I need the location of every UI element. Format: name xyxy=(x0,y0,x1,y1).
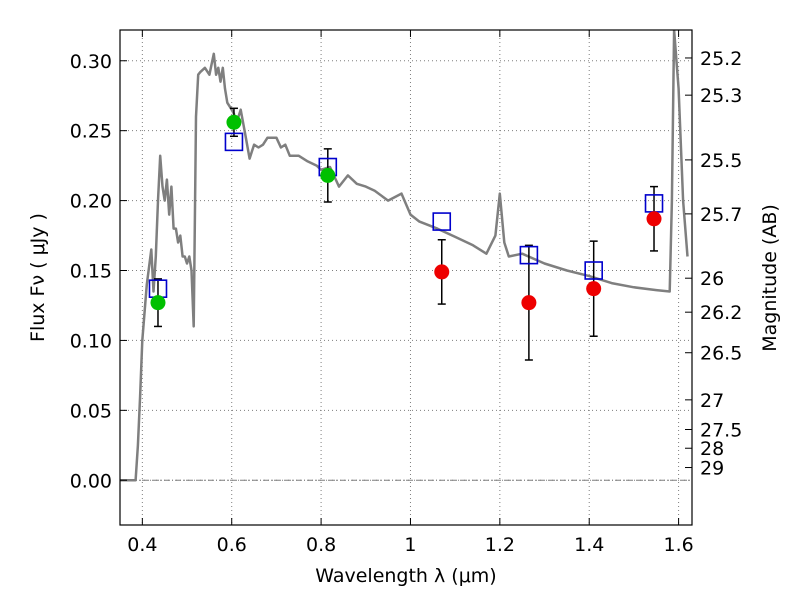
x-axis-label: Wavelength λ (μm) xyxy=(315,565,496,587)
model-flux-square xyxy=(584,261,603,280)
x-tick-label: 0.8 xyxy=(306,534,336,556)
mag-tick-label: 25.3 xyxy=(700,85,742,107)
mag-tick-label: 25.5 xyxy=(700,150,742,172)
axis-ticks: 0.4 0.6 0.8 1 1.2 1.4 1.6 0.00 0.05 0.10 0.15 0.20 0… xyxy=(70,30,742,556)
observed-flux-point xyxy=(150,295,166,311)
observed-flux-point xyxy=(320,167,336,183)
y-tick-label: 0.25 xyxy=(70,121,112,143)
y-tick-label: 0.00 xyxy=(70,470,112,492)
observed-flux-point xyxy=(646,211,662,227)
mag-tick-label: 26.5 xyxy=(700,343,742,365)
model-flux-square xyxy=(432,212,452,231)
y2-axis-label: Magnitude (AB) xyxy=(759,204,781,352)
observed-flux-point xyxy=(521,295,537,311)
sed-model-line xyxy=(120,30,689,482)
x-tick-label: 1.2 xyxy=(485,534,515,556)
y-tick-label: 0.05 xyxy=(70,400,112,422)
y-tick-label: 0.20 xyxy=(70,191,112,213)
mag-tick-label: 26 xyxy=(700,268,724,290)
y-axis-label: Flux Fν ( μJy ) xyxy=(27,213,49,342)
x-tick-label: 0.6 xyxy=(217,534,247,556)
mag-tick-label: 26.2 xyxy=(700,302,742,324)
plot-frame xyxy=(119,29,693,526)
model-flux-square xyxy=(519,245,539,265)
y-tick-label: 0.10 xyxy=(70,330,112,352)
y-tick-label: 0.15 xyxy=(70,261,112,283)
observed-flux-point xyxy=(226,114,242,130)
mag-tick-label: 25.7 xyxy=(700,204,742,226)
x-tick-label: 1 xyxy=(404,534,416,556)
x-tick-label: 1.6 xyxy=(663,534,693,556)
series-layer xyxy=(120,30,689,482)
mag-tick-label: 27.5 xyxy=(700,419,742,441)
model-flux-square xyxy=(224,132,244,152)
mag-tick-label: 28 xyxy=(700,438,724,460)
mag-tick-label: 25.2 xyxy=(700,48,742,70)
grid-lines xyxy=(120,30,692,525)
observed-flux-point xyxy=(434,264,450,280)
observed-flux-point xyxy=(586,281,602,297)
x-tick-label: 1.4 xyxy=(574,534,604,556)
mag-tick-label: 27 xyxy=(700,390,724,412)
y-tick-label: 0.30 xyxy=(70,51,112,73)
x-tick-label: 0.4 xyxy=(127,534,157,556)
mag-tick-label: 29 xyxy=(700,458,724,480)
